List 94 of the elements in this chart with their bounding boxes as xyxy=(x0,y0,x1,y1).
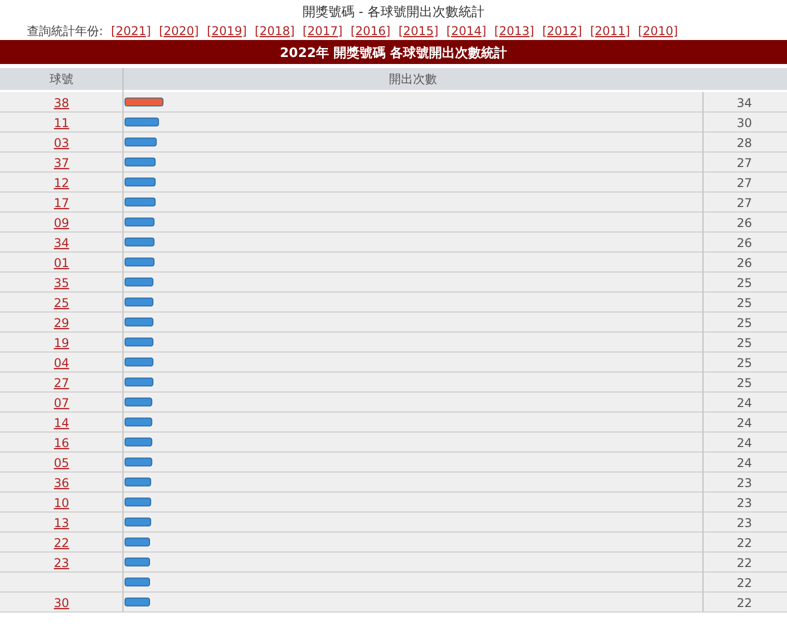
text: [2011] xyxy=(590,24,630,38)
y-tick-label: 05 xyxy=(54,456,70,470)
bar xyxy=(124,578,150,586)
y-tick-label: 19 xyxy=(54,336,70,350)
text: [2019] xyxy=(206,24,247,38)
y-tick-label: 23 xyxy=(54,556,70,570)
bar xyxy=(124,218,154,226)
y-tick-label: 07 xyxy=(54,396,70,410)
y-tick-label: 14 xyxy=(54,416,70,430)
data-label: 22 xyxy=(736,596,752,610)
y-tick-label: 25 xyxy=(54,296,70,310)
data-label: 27 xyxy=(736,176,752,190)
data-label: 23 xyxy=(736,476,752,490)
y-tick-label: 12 xyxy=(54,176,70,190)
text: [2018] xyxy=(254,24,295,38)
bar xyxy=(124,478,152,486)
data-label: 23 xyxy=(736,516,752,530)
y-tick-label: 04 xyxy=(54,356,70,370)
data-label: 25 xyxy=(736,376,752,390)
text: [2010] xyxy=(638,24,678,38)
data-label: 25 xyxy=(736,336,752,350)
y-tick-label: 09 xyxy=(54,216,70,230)
bar xyxy=(124,598,150,606)
data-label: 27 xyxy=(736,196,752,210)
bar xyxy=(124,458,152,466)
data-label: 26 xyxy=(736,216,752,230)
data-label: 25 xyxy=(736,316,752,330)
bar xyxy=(124,438,152,446)
data-label: 22 xyxy=(736,536,752,550)
data-label: 24 xyxy=(736,416,752,430)
bar xyxy=(124,378,154,386)
bar xyxy=(124,178,156,186)
data-label: 27 xyxy=(736,156,752,170)
bar xyxy=(124,258,154,266)
text: [2014] xyxy=(446,24,486,38)
bar xyxy=(124,158,156,166)
data-label: 25 xyxy=(736,296,752,310)
data-label: 24 xyxy=(736,396,752,410)
bar xyxy=(124,138,157,146)
data-label: 22 xyxy=(736,556,752,570)
data-label: 24 xyxy=(736,436,752,450)
bar xyxy=(124,358,154,366)
data-label: 26 xyxy=(736,256,752,270)
text: 開獎號碼 - 各球號開出次數統計 xyxy=(302,5,484,20)
data-label: 25 xyxy=(736,356,752,370)
bar xyxy=(124,278,154,286)
data-label: 30 xyxy=(736,116,752,130)
bar xyxy=(124,518,152,526)
text: 2022年 開獎號碼 各球號開出次數統計 xyxy=(280,45,508,61)
y-tick-label: 16 xyxy=(54,436,70,450)
data-label: 28 xyxy=(736,136,752,150)
data-label: 26 xyxy=(736,236,752,250)
bar xyxy=(124,338,154,346)
y-axis-title: 球號 xyxy=(50,72,74,86)
data-label: 23 xyxy=(736,496,752,510)
data-label: 34 xyxy=(736,96,752,110)
text: [2017] xyxy=(302,24,343,38)
y-tick-label: 29 xyxy=(54,316,70,330)
bar xyxy=(124,238,154,246)
bar xyxy=(124,298,154,306)
text: [2016] xyxy=(350,24,390,38)
bar xyxy=(124,198,156,206)
bar xyxy=(124,398,152,406)
y-tick-label: 37 xyxy=(54,156,70,170)
text: 開出次數 xyxy=(389,72,437,86)
y-tick-label: 36 xyxy=(54,476,70,490)
bar xyxy=(124,98,164,106)
bar xyxy=(124,418,152,426)
y-tick-label: 22 xyxy=(54,536,70,550)
text: [2020] xyxy=(158,24,199,38)
text: [2015] xyxy=(398,24,438,38)
bar xyxy=(124,318,154,326)
y-tick-label: 11 xyxy=(54,116,70,130)
data-label: 24 xyxy=(736,456,752,470)
y-tick-label: 30 xyxy=(54,596,70,610)
text: 查詢統計年份: xyxy=(27,24,104,38)
y-tick-label: 38 xyxy=(54,96,70,110)
y-tick-label: 13 xyxy=(54,516,70,530)
bar xyxy=(124,118,159,126)
text: [2012] xyxy=(542,24,582,38)
y-tick-label: 03 xyxy=(54,136,70,150)
y-tick-label: 01 xyxy=(54,256,70,270)
data-label: 25 xyxy=(736,276,752,290)
y-tick-label: 17 xyxy=(54,196,70,210)
y-tick-label: 27 xyxy=(54,376,70,390)
text: [2021] xyxy=(111,24,151,38)
bar xyxy=(124,498,152,506)
y-tick-label: 35 xyxy=(54,276,70,290)
bar xyxy=(124,538,150,546)
data-label: 22 xyxy=(736,576,752,590)
y-tick-label: 10 xyxy=(54,496,70,510)
text: [2013] xyxy=(494,24,534,38)
y-tick-label: 34 xyxy=(54,236,70,250)
bar xyxy=(124,558,150,566)
